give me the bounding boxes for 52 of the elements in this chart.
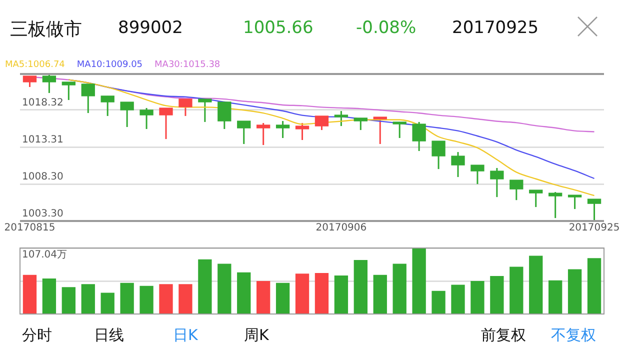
bar xyxy=(373,274,387,314)
bar xyxy=(412,248,426,314)
bar xyxy=(354,260,368,314)
bar xyxy=(218,264,232,314)
x-tick-label: 20170925 xyxy=(568,222,620,234)
bar xyxy=(256,280,270,314)
y-tick-label: 1008.30 xyxy=(22,172,64,183)
text: 前复权 xyxy=(481,326,526,345)
bar xyxy=(432,290,446,314)
bar xyxy=(490,276,504,314)
x-tick-label: 20170815 xyxy=(4,222,56,234)
text: 周K xyxy=(244,326,269,345)
bar xyxy=(22,274,37,314)
text: 20170925 xyxy=(452,18,539,38)
bar xyxy=(548,280,562,314)
chart-title: 三板做市 xyxy=(10,18,82,41)
bar xyxy=(510,266,524,314)
text: -0.08% xyxy=(356,18,416,38)
bar xyxy=(568,269,582,314)
y-tick-label: 1018.32 xyxy=(22,98,64,109)
y-tick-label: 1003.30 xyxy=(22,208,64,220)
text: MA30:1015.38 xyxy=(154,60,220,70)
bar xyxy=(392,264,406,314)
text: 日K xyxy=(173,326,198,345)
bar xyxy=(140,286,154,314)
bar xyxy=(81,284,95,314)
bar xyxy=(295,274,310,314)
bar xyxy=(529,256,543,314)
bar xyxy=(587,258,602,314)
bar xyxy=(451,284,465,314)
bar xyxy=(62,287,76,314)
bar xyxy=(334,275,348,314)
bar xyxy=(198,259,212,314)
y-tick-label: 107.04万 xyxy=(22,250,67,261)
bar xyxy=(42,278,56,314)
bar xyxy=(120,282,134,314)
text: 日线 xyxy=(94,326,124,345)
series-label: MA5:1006.74 xyxy=(5,60,65,70)
text: 不复权 xyxy=(551,326,596,345)
x-tick-label: 20170906 xyxy=(316,222,367,234)
y-tick-label: 1013.31 xyxy=(22,134,64,146)
bar xyxy=(237,272,251,314)
text: 分时 xyxy=(22,326,52,345)
bar xyxy=(159,284,173,314)
bar xyxy=(178,284,192,314)
chart-subtitle: 899002 xyxy=(118,18,183,38)
bar xyxy=(314,272,329,314)
bar xyxy=(100,292,114,314)
bar xyxy=(276,282,290,314)
series-label: MA10:1009.05 xyxy=(76,60,143,70)
text: 1005.66 xyxy=(243,18,314,38)
bar xyxy=(470,280,484,314)
